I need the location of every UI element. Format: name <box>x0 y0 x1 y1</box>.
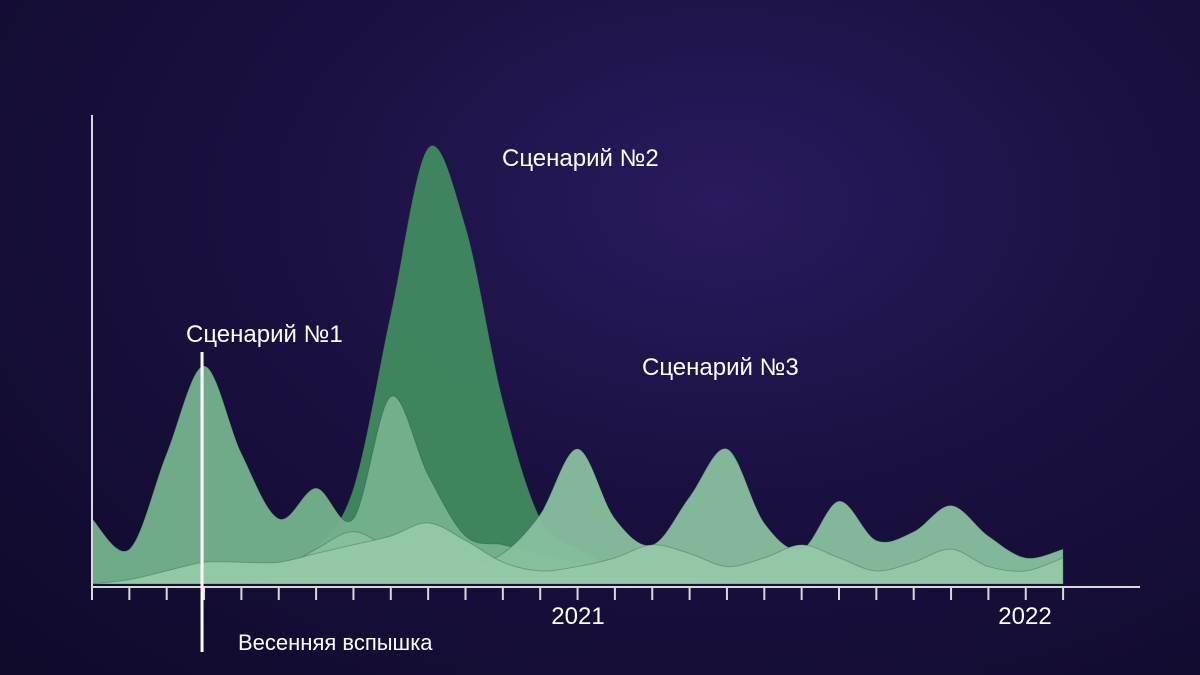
x-tick-label-2022: 2022 <box>998 603 1051 630</box>
event-marker-group: Весенняя вспышка <box>200 352 433 655</box>
x-tick-labels-group: 2021 2022 <box>551 603 1051 630</box>
axes-group <box>91 115 1140 588</box>
area-series-group <box>91 145 1064 585</box>
area-series-4 <box>91 522 1064 585</box>
series-label-3: Сценарий №3 <box>642 354 799 381</box>
event-label: Весенняя вспышка <box>238 630 433 655</box>
series-label-2: Сценарий №2 <box>502 145 659 172</box>
x-tick-label-2021: 2021 <box>551 603 604 630</box>
series-labels-group: Сценарий №1 Сценарий №2 Сценарий №3 <box>186 145 799 381</box>
x-ticks-group <box>91 587 1065 600</box>
series-label-1: Сценарий №1 <box>186 321 343 348</box>
